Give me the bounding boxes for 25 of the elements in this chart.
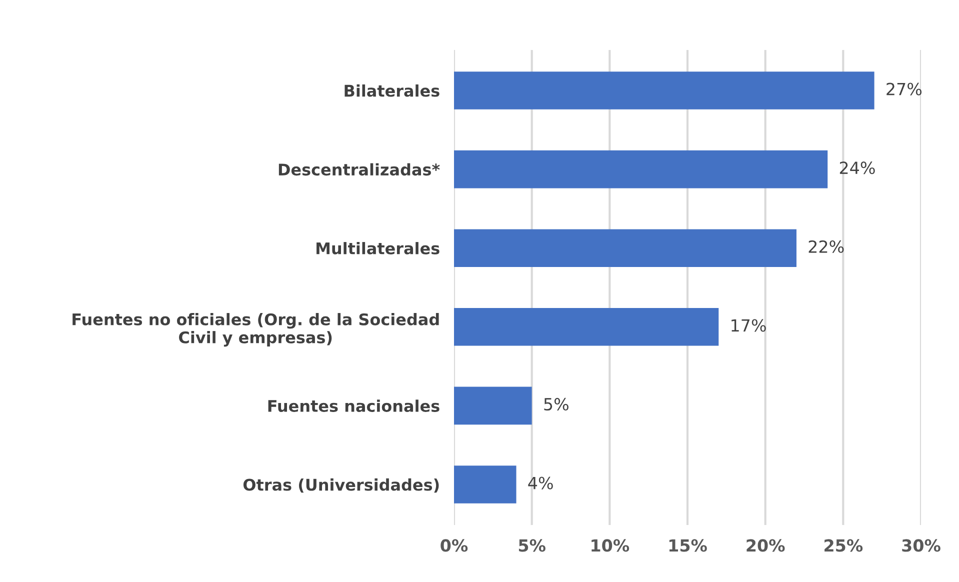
data-label: 22% — [808, 240, 844, 253]
data-label: 27% — [886, 82, 922, 96]
data-label: 24% — [840, 162, 875, 174]
x-tick-label: 15% — [669, 539, 707, 552]
bar — [454, 150, 828, 188]
x-tick-label: 10% — [592, 539, 630, 552]
x-tick-label: 5% — [518, 539, 546, 552]
y-tick-label: Multilaterales — [316, 242, 440, 254]
data-label: 17% — [732, 319, 766, 332]
data-label: 5% — [544, 398, 568, 411]
y-tick-label: Fuentes no oficiales (Org. de la Sociedad Civil y empresas) — [72, 313, 439, 347]
y-tick-label: Descentralizadas* — [278, 163, 440, 176]
x-tick-label: 30% — [902, 539, 940, 552]
bar — [454, 386, 532, 425]
bar — [454, 308, 719, 346]
y-tick-label: Otras (Universidades) — [243, 478, 439, 493]
x-tick-label: 20% — [746, 539, 785, 552]
x-tick-label: 25% — [824, 539, 863, 552]
y-tick-label: Fuentes nacionales — [268, 400, 440, 412]
y-tick-label: Bilaterales — [344, 84, 440, 97]
bar — [454, 466, 516, 504]
data-label: 4% — [528, 476, 553, 490]
bar — [454, 72, 874, 110]
x-tick-label: 0% — [440, 539, 468, 552]
bar — [454, 229, 796, 268]
